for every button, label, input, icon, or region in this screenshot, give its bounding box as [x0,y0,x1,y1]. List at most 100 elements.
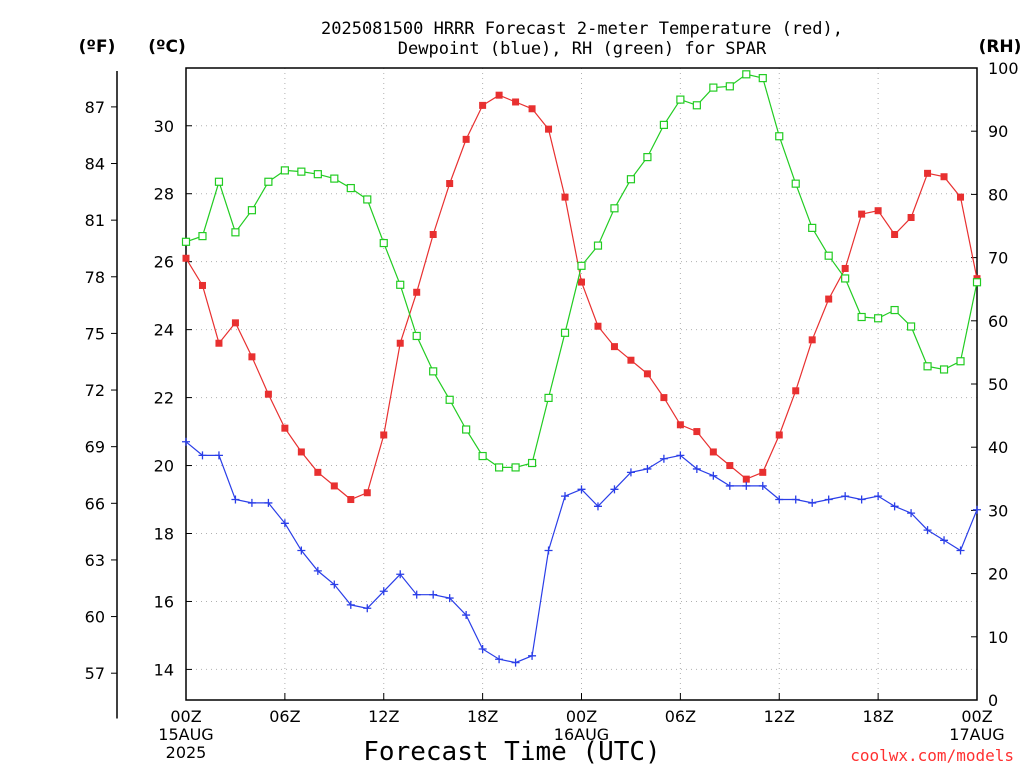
temperature-point [858,210,866,218]
rh-point [906,322,916,331]
rh-tick-label: 0 [988,691,998,710]
dewpoint-point [907,509,916,518]
temperature-point [281,424,289,432]
rh-point [181,237,191,246]
fahrenheit-tick-label: 78 [85,268,105,287]
rh-point [742,70,751,79]
dewpoint-point [231,495,240,504]
temperature-point [512,98,520,106]
rh-tick-label: 10 [988,628,1008,647]
rh-point [313,170,322,179]
rh-point [264,177,273,186]
dewpoint-point [462,611,471,620]
temperature-point [363,489,371,497]
rh-unit-label: (RH) [979,37,1022,57]
dewpoint-point [182,437,190,446]
temperature-point [429,230,437,238]
dewpoint-point [561,492,570,501]
rh-point [593,241,603,250]
fahrenheit-tick-label: 81 [85,211,105,230]
dewpoint-point [758,481,767,490]
temperature-point [182,254,190,262]
x-axis-title: Forecast Time (UTC) [363,737,660,767]
rh-tick-label: 90 [988,122,1008,141]
dewpoint-point [511,658,520,667]
rh-point [692,101,701,110]
rh-point [775,132,784,141]
rh-point [610,204,619,213]
rh-point [841,274,850,283]
source-credit: coolwx.com/models [850,746,1014,765]
rh-point [544,393,553,403]
rh-tick-label: 30 [988,501,1008,520]
dewpoint-point [890,502,899,511]
rh-point [363,195,372,204]
dewpoint-point [445,594,454,603]
celsius-unit-label: (ºC) [148,37,186,57]
rh-point [330,174,339,183]
rh-point [495,463,504,472]
temperature-point [528,105,536,113]
dewpoint-point [198,451,207,460]
rh-point [808,223,817,232]
rh-tick-label: 60 [988,312,1008,331]
temperature-point [792,387,800,395]
x-tick-label: 00Z [170,707,201,726]
rh-point [462,425,471,434]
dewpoint-point [956,546,965,555]
fahrenheit-tick-label: 87 [85,98,105,117]
temperature-point [891,230,899,238]
rh-point [396,280,405,289]
dewpoint-point [247,498,256,507]
temperature-point [380,431,388,439]
temperature-point [264,390,272,398]
rh-point [346,183,355,193]
temperature-point [709,448,717,456]
x-tick-year-label: 2025 [166,743,207,762]
temperature-point [874,207,882,215]
fahrenheit-tick-label: 84 [85,155,105,174]
celsius-tick-label: 18 [154,525,174,544]
rh-point [972,278,982,287]
rh-point [412,331,421,341]
temperature-point [924,169,932,177]
rh-point [725,82,734,91]
x-tick-label: 00Z [566,707,597,726]
dewpoint-point [280,519,289,528]
temperature-point [462,135,470,143]
x-tick-date-label: 17AUG [949,725,1004,744]
temperature-point [347,496,355,504]
rh-point [511,463,520,472]
temperature-point [215,339,223,347]
dewpoint-point [577,485,586,494]
dewpoint-point [725,481,734,490]
celsius-tick-label: 24 [154,321,174,340]
dewpoint-point [363,604,372,613]
fahrenheit-tick-label: 75 [85,324,105,343]
temperature-point [479,101,487,109]
x-tick-label: 06Z [269,707,300,726]
rh-point [939,365,949,374]
temperature-point [627,356,635,364]
temperature-point [413,288,421,296]
celsius-tick-label: 26 [154,253,174,272]
temperature-point [248,353,256,361]
rh-point [478,451,487,461]
temperature-point [231,319,239,327]
rh-point [280,166,289,175]
x-tick-label: 00Z [961,707,992,726]
celsius-tick-label: 14 [154,660,174,679]
dewpoint-point [923,526,932,535]
x-tick-label: 12Z [764,707,795,726]
dewpoint-point [429,590,438,599]
x-tick-label: 06Z [665,707,696,726]
rh-point [758,74,767,83]
rh-point [824,251,833,260]
temperature-point [808,336,816,344]
dewpoint-point [346,600,355,609]
temperature-point [742,475,750,483]
temperature-point [396,339,404,347]
temperature-point [643,370,651,378]
chart-title-line2: Dewpoint (blue), RH (green) for SPAR [398,39,767,59]
